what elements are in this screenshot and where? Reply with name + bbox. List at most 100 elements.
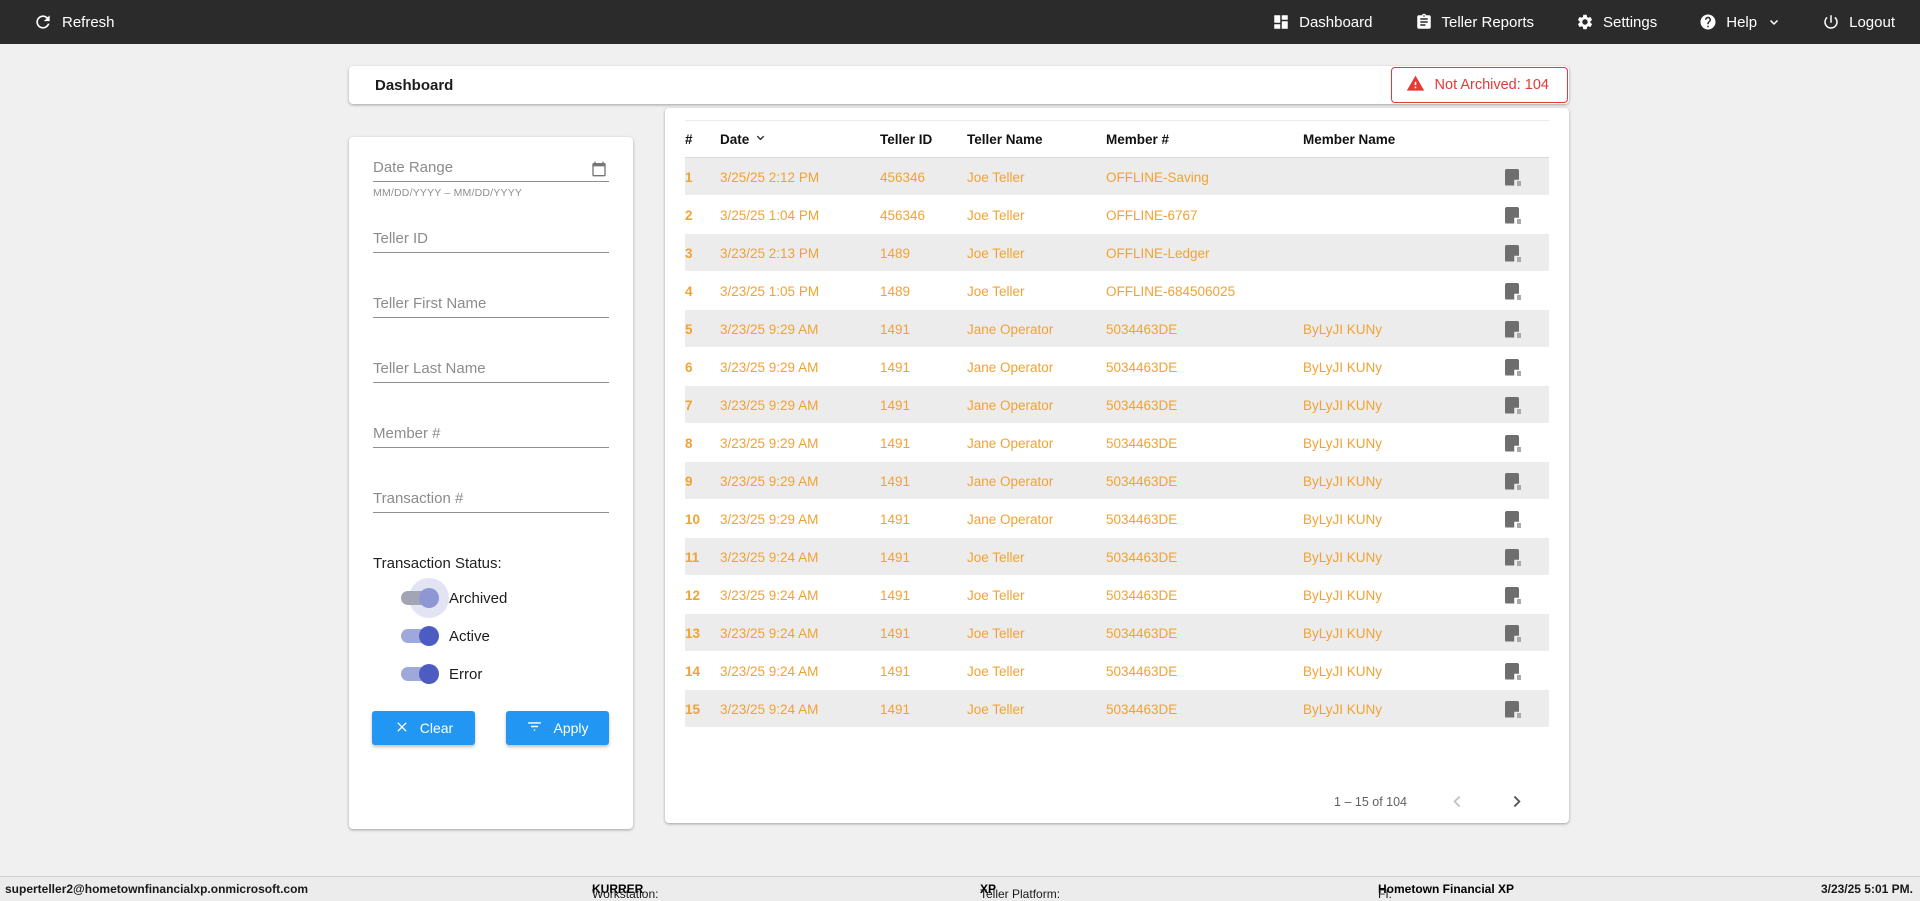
row-note-icon[interactable] (1489, 472, 1549, 490)
financial-institution-info: FI: Hometown Financial XP (1378, 882, 1515, 901)
cell-teller-id: 1491 (880, 435, 911, 451)
refresh-button[interactable]: Refresh (33, 12, 115, 32)
row-note-icon[interactable] (1489, 358, 1549, 376)
toggle-row-active: Active (401, 626, 609, 646)
row-note-icon[interactable] (1489, 168, 1549, 186)
table-row[interactable]: 15 3/23/25 9:24 AM 1491 Joe Teller 5034463DE… (685, 690, 1549, 728)
table-row[interactable]: 10 3/23/25 9:29 AM 1491 Jane Operator 503446… (685, 500, 1549, 538)
pagination-range: 1 – 15 of 104 (1334, 794, 1407, 809)
teller-first-name-field[interactable]: Teller First Name (373, 295, 609, 318)
cell-teller-name: Joe Teller (967, 207, 1025, 223)
nav-right-group: Dashboard Teller Reports Settings Help L… (1272, 13, 1895, 31)
table-row[interactable]: 6 3/23/25 9:29 AM 1491 Jane Operator 5034463… (685, 348, 1549, 386)
nav-dashboard[interactable]: Dashboard (1272, 13, 1373, 31)
cell-num: 13 (685, 625, 701, 641)
cell-member-num: 5034463DE (1106, 359, 1178, 375)
row-note-icon[interactable] (1489, 206, 1549, 224)
transaction-status-label: Transaction Status: (373, 555, 502, 572)
cell-member-name: ByLyJI KUNy (1303, 435, 1383, 451)
row-note-icon[interactable] (1489, 244, 1549, 262)
nav-teller-reports[interactable]: Teller Reports (1415, 13, 1535, 31)
error-toggle[interactable] (401, 664, 439, 684)
cell-member-name: ByLyJI KUNy (1303, 663, 1383, 679)
table-row[interactable]: 4 3/23/25 1:05 PM 1489 Joe Teller OFFLINE-68… (685, 272, 1549, 310)
row-note-icon[interactable] (1489, 662, 1549, 680)
page-header: Dashboard Not Archived: 104 (349, 66, 1569, 104)
col-header-date[interactable]: Date (720, 131, 880, 147)
help-icon (1699, 13, 1717, 31)
cell-date: 3/25/25 1:04 PM (720, 207, 820, 223)
calendar-icon[interactable] (591, 161, 607, 182)
refresh-label: Refresh (62, 13, 115, 31)
cell-date: 3/23/25 9:29 AM (720, 321, 819, 337)
filter-icon (526, 718, 543, 738)
transaction-number-field[interactable]: Transaction # (373, 490, 609, 513)
clear-button-label: Clear (419, 720, 454, 736)
gear-icon (1576, 13, 1594, 31)
table-row[interactable]: 13 3/23/25 9:24 AM 1491 Joe Teller 5034463DE… (685, 614, 1549, 652)
nav-teller-reports-label: Teller Reports (1441, 13, 1535, 31)
row-note-icon[interactable] (1489, 282, 1549, 300)
prev-page-button[interactable] (1449, 793, 1466, 810)
col-header-num: # (685, 131, 693, 147)
transactions-table-card: # Date Teller ID Teller Name Member # Me… (665, 108, 1569, 823)
cell-date: 3/23/25 9:24 AM (720, 549, 819, 565)
row-note-icon[interactable] (1489, 434, 1549, 452)
cell-member-num: OFFLINE-Saving (1106, 169, 1209, 185)
apply-button[interactable]: Apply (506, 711, 609, 745)
active-toggle[interactable] (401, 626, 439, 646)
teller-id-field[interactable]: Teller ID (373, 230, 609, 253)
table-row[interactable]: 5 3/23/25 9:29 AM 1491 Jane Operator 5034463… (685, 310, 1549, 348)
table-row[interactable]: 11 3/23/25 9:24 AM 1491 Joe Teller 5034463DE… (685, 538, 1549, 576)
table-row[interactable]: 14 3/23/25 9:24 AM 1491 Joe Teller 5034463DE… (685, 652, 1549, 690)
row-note-icon[interactable] (1489, 320, 1549, 338)
cell-teller-name: Joe Teller (967, 283, 1025, 299)
cell-member-num: 5034463DE (1106, 397, 1178, 413)
col-header-teller-id: Teller ID (880, 131, 933, 147)
cell-teller-name: Joe Teller (967, 169, 1025, 185)
table-row[interactable]: 3 3/23/25 2:13 PM 1489 Joe Teller OFFLINE-Le… (685, 234, 1549, 272)
row-note-icon[interactable] (1489, 624, 1549, 642)
cell-num: 1 (685, 169, 693, 185)
cell-teller-name: Jane Operator (967, 473, 1054, 489)
row-note-icon[interactable] (1489, 586, 1549, 604)
clear-button[interactable]: Clear (372, 711, 475, 745)
dashboard-icon (1272, 13, 1290, 31)
cell-date: 3/23/25 9:29 AM (720, 511, 819, 527)
row-note-icon[interactable] (1489, 510, 1549, 528)
row-note-icon[interactable] (1489, 700, 1549, 718)
cell-date: 3/23/25 9:29 AM (720, 435, 819, 451)
cell-member-name: ByLyJI KUNy (1303, 359, 1383, 375)
cell-num: 6 (685, 359, 693, 375)
cell-teller-id: 1491 (880, 321, 911, 337)
close-icon (394, 719, 410, 738)
next-page-button[interactable] (1508, 793, 1525, 810)
table-row[interactable]: 12 3/23/25 9:24 AM 1491 Joe Teller 5034463DE… (685, 576, 1549, 614)
nav-settings[interactable]: Settings (1576, 13, 1657, 31)
nav-help[interactable]: Help (1699, 13, 1780, 31)
cell-teller-name: Joe Teller (967, 549, 1025, 565)
not-archived-badge[interactable]: Not Archived: 104 (1390, 67, 1568, 103)
nav-logout[interactable]: Logout (1822, 13, 1895, 31)
table-row[interactable]: 9 3/23/25 9:29 AM 1491 Jane Operator 5034463… (685, 462, 1549, 500)
col-header-member-num: Member # (1106, 131, 1170, 147)
platform-info: Teller Platform: XP (980, 882, 1061, 901)
cell-member-num: OFFLINE-6767 (1106, 207, 1198, 223)
teller-last-name-field[interactable]: Teller Last Name (373, 360, 609, 383)
cell-date: 3/23/25 9:24 AM (720, 701, 819, 717)
archived-toggle[interactable] (401, 578, 449, 618)
table-body: 1 3/25/25 2:12 PM 456346 Joe Teller OFFLINE-… (685, 158, 1549, 728)
row-note-icon[interactable] (1489, 548, 1549, 566)
table-row[interactable]: 8 3/23/25 9:29 AM 1491 Jane Operator 5034463… (685, 424, 1549, 462)
apply-button-label: Apply (553, 720, 589, 736)
table-row[interactable]: 2 3/25/25 1:04 PM 456346 Joe Teller OFFLINE-… (685, 196, 1549, 234)
table-row[interactable]: 7 3/23/25 9:29 AM 1491 Jane Operator 5034463… (685, 386, 1549, 424)
cell-num: 14 (685, 663, 701, 679)
cell-num: 15 (685, 701, 701, 717)
member-number-field[interactable]: Member # (373, 425, 609, 448)
row-note-icon[interactable] (1489, 396, 1549, 414)
date-range-field[interactable]: Date Range MM/DD/YYYY – MM/DD/YYYY (373, 159, 609, 199)
filter-panel: Date Range MM/DD/YYYY – MM/DD/YYYY Telle… (349, 137, 633, 829)
cell-teller-id: 456346 (880, 207, 926, 223)
table-row[interactable]: 1 3/25/25 2:12 PM 456346 Joe Teller OFFLINE-… (685, 158, 1549, 196)
